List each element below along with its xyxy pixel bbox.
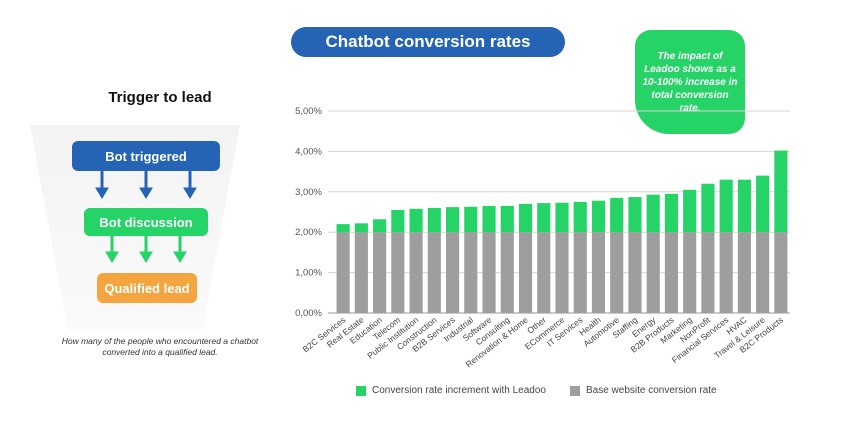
bar-increment (354, 223, 368, 233)
bar-increment (573, 201, 587, 233)
bar-increment (646, 194, 660, 233)
bar-base (756, 232, 770, 313)
bar-base (409, 232, 423, 313)
legend-swatch (569, 385, 580, 396)
chart-legend: Conversion rate increment with Leadoo Ba… (356, 385, 741, 396)
bar-base (354, 232, 368, 313)
bar-base (537, 232, 551, 313)
bar-increment (409, 208, 423, 233)
bar-increment (719, 179, 733, 233)
bar-increment (445, 207, 460, 233)
y-tick-label: 3,00% (295, 187, 322, 198)
arrow-down-icon (95, 171, 197, 199)
bar-base (445, 232, 460, 313)
bar-increment (464, 206, 478, 233)
bar-increment (555, 202, 569, 233)
impact-callout: The impact of Leadoo shows as a 10-100% … (635, 30, 745, 134)
bar-increment (774, 150, 788, 233)
bar-base (610, 232, 624, 313)
stage-bot-triggered: Bot triggered (72, 141, 220, 171)
bar-base (427, 232, 441, 313)
bar-base (683, 232, 697, 313)
y-tick-label: 4,00% (295, 146, 322, 157)
legend-label: Base website conversion rate (585, 385, 717, 396)
bar-base (518, 232, 533, 313)
bar-base (391, 232, 405, 313)
bar-increment (756, 175, 770, 233)
legend-item-base: Base website conversion rate (569, 385, 717, 396)
bar-base (591, 232, 606, 313)
bar-base (737, 232, 751, 313)
bar-base (573, 232, 587, 313)
legend-item-leadoo: Conversion rate increment with Leadoo (356, 385, 546, 396)
legend-swatch (356, 385, 366, 396)
bar-increment (737, 179, 751, 233)
arrow-down-icon (105, 236, 187, 263)
stage-qualified-lead: Qualified lead (97, 273, 197, 303)
stage-bot-discussion: Bot discussion (84, 208, 208, 236)
bar-increment (628, 197, 642, 233)
bar-increment (701, 183, 715, 233)
bar-base (774, 232, 788, 313)
y-tick-label: 1,00% (295, 268, 322, 279)
bar-base (664, 232, 679, 313)
bar-base (373, 232, 387, 313)
bar-increment (610, 197, 624, 233)
bar-increment (336, 224, 350, 233)
bar-increment (518, 203, 533, 233)
bar-base (482, 232, 496, 313)
chart-title: Chatbot conversion rates (291, 27, 565, 57)
bar-base (628, 232, 642, 313)
bar-increment (683, 189, 697, 233)
y-tick-label: 0,00% (295, 308, 322, 319)
bar-base (464, 232, 478, 313)
bar-base (719, 232, 733, 313)
bar-increment (391, 209, 405, 233)
bar-base (701, 232, 715, 313)
bar-increment (482, 205, 496, 233)
legend-label: Conversion rate increment with Leadoo (372, 385, 546, 396)
bar-base (336, 232, 350, 313)
y-tick-label: 2,00% (295, 227, 322, 238)
bar-increment (500, 205, 514, 233)
bar-increment (664, 193, 679, 233)
bar-base (646, 232, 660, 313)
funnel-title: Trigger to lead (108, 89, 212, 106)
bar-increment (537, 203, 551, 233)
bar-increment (591, 200, 606, 233)
bar-increment (427, 207, 441, 233)
bar-increment (373, 219, 387, 233)
funnel-caption: How many of the people who encountered a… (61, 336, 259, 357)
y-tick-label: 5,00% (295, 106, 322, 117)
bar-base (555, 232, 569, 313)
bar-base (500, 232, 514, 313)
